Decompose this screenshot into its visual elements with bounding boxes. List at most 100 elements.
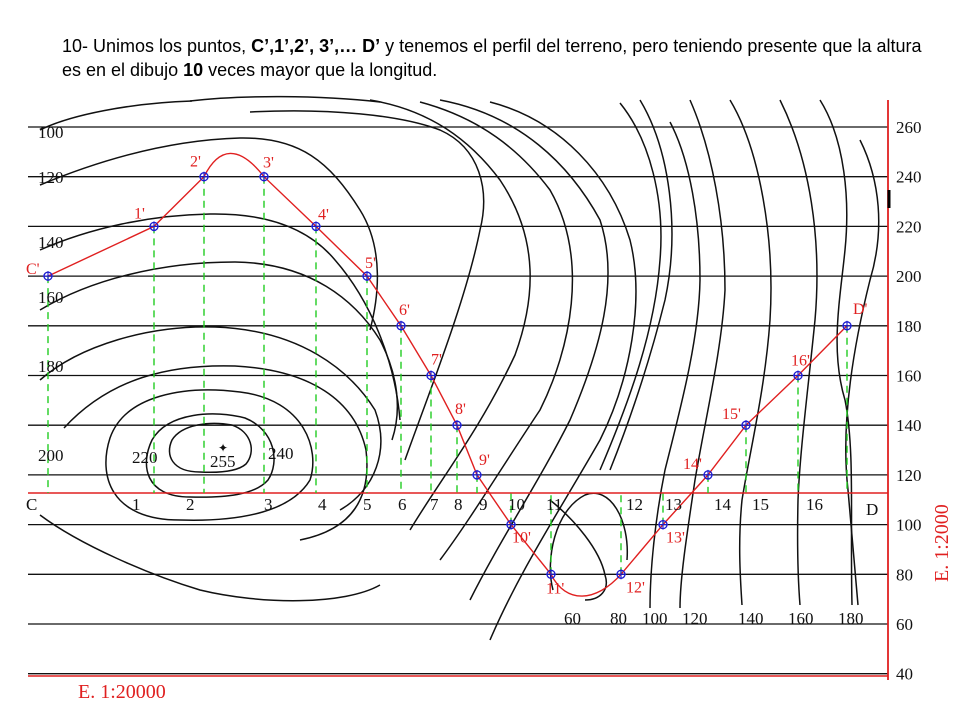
caption-factor: 10 — [183, 60, 204, 80]
baseline-label: 5 — [363, 495, 372, 514]
summit-label: 240 — [268, 444, 294, 463]
contour-line — [189, 95, 381, 103]
baseline-label: 10 — [508, 495, 525, 514]
axis-label: 180 — [896, 317, 922, 336]
profile-point-label: 12' — [626, 579, 645, 596]
contour-label: 160 — [38, 288, 64, 307]
contour-label: 160 — [788, 609, 814, 628]
summit-marker: ✦ — [218, 441, 228, 455]
contour-label: 140 — [738, 609, 764, 628]
caption-text: 10- Unimos los puntos, C’,1’,2’, 3’,… D’… — [62, 34, 942, 82]
profile-point-label: 7' — [431, 352, 442, 369]
profile-point-label: 10' — [512, 530, 531, 547]
axis-label: 60 — [896, 615, 913, 634]
caption-part-1: 10- Unimos los puntos, — [62, 36, 252, 56]
baseline-label: 8 — [454, 495, 463, 514]
baseline-label: 16 — [806, 495, 823, 514]
profile-point-label: 11' — [546, 580, 564, 597]
baseline-label: 6 — [398, 495, 407, 514]
contour-label: 180 — [38, 357, 64, 376]
contour-line — [105, 389, 314, 521]
baseline-label: 2 — [186, 495, 195, 514]
contour-line — [39, 213, 401, 421]
profile-point-label: 2' — [190, 154, 201, 171]
profile-point-label: 13' — [666, 530, 685, 547]
profile-gridlines — [28, 100, 891, 680]
profile-point-label: 4' — [318, 206, 329, 223]
profile-line — [47, 152, 848, 597]
contour-label: 120 — [38, 168, 64, 187]
contour-line — [369, 99, 531, 531]
contour-line — [39, 137, 379, 331]
axis-label: 80 — [896, 565, 913, 584]
vertical-scale-label: E. 1:2000 — [931, 504, 953, 582]
profile-point-label: 6' — [399, 302, 410, 319]
baseline-label: 7 — [430, 495, 439, 514]
contour-line — [679, 99, 726, 609]
profile-point-label: 8' — [455, 401, 466, 418]
contour-label: 100 — [38, 123, 64, 142]
baseline-label: 14 — [714, 495, 732, 514]
baseline-label: 1 — [132, 495, 141, 514]
contour-label: 80 — [610, 609, 627, 628]
contour-label: 120 — [682, 609, 708, 628]
contour-lines — [39, 95, 880, 641]
projection-lines — [47, 176, 848, 575]
axis-label: 140 — [896, 416, 922, 435]
contour-label: 100 — [642, 609, 668, 628]
contour-line — [489, 101, 637, 641]
profile-point-label: 5' — [365, 255, 376, 272]
contour-line — [779, 99, 818, 606]
contour-line — [845, 139, 880, 606]
baseline-label: 15 — [752, 495, 769, 514]
axis-label: 40 — [896, 665, 913, 684]
caption-part-3: veces mayor que la longitud. — [203, 60, 438, 80]
contour-line — [39, 326, 382, 511]
diagram-labels: 2602402202001801601401201008060401001201… — [26, 118, 953, 703]
contour-line — [63, 365, 368, 541]
caption-points: C’,1’,2’, 3’,… D’ — [251, 36, 381, 56]
contour-line — [599, 102, 662, 471]
contour-line — [439, 99, 609, 601]
contour-line — [39, 261, 399, 441]
baseline-label: 4 — [318, 495, 327, 514]
profile-point-label: 15' — [722, 406, 741, 423]
axis-label: 220 — [896, 217, 922, 236]
profile-point-label: C' — [26, 261, 40, 278]
contour-label: 180 — [838, 609, 864, 628]
axis-label: 260 — [896, 118, 922, 137]
contour-line — [145, 413, 275, 498]
axis-label: 160 — [896, 367, 922, 386]
horizontal-scale-label: E. 1:20000 — [78, 681, 166, 703]
caption-part-2: y tenemos el perfil del terreno, pero te… — [62, 36, 922, 80]
contour-label: 200 — [38, 446, 64, 465]
profile-point-label: 9' — [479, 452, 490, 469]
contour-line — [609, 99, 673, 471]
profile-point-label: 16' — [791, 353, 810, 370]
axis-label: 240 — [896, 168, 922, 187]
baseline-label: 13 — [665, 495, 682, 514]
axis-label: 200 — [896, 267, 922, 286]
contour-label: 140 — [38, 233, 64, 252]
profile-point-label: 1' — [134, 205, 145, 222]
axis-label: 120 — [896, 466, 922, 485]
baseline-label: C — [26, 495, 37, 514]
baseline-label: 9 — [479, 495, 488, 514]
profile-curve — [43, 152, 852, 597]
baseline-label: 11 — [546, 495, 562, 514]
summit-label: 220 — [132, 448, 158, 467]
contour-line — [39, 100, 193, 131]
axis-label: 100 — [896, 516, 922, 535]
contour-line — [649, 121, 701, 609]
baseline-label: 12 — [626, 495, 643, 514]
contour-line — [729, 99, 772, 606]
baseline-label: 3 — [264, 495, 273, 514]
baseline-label: D — [866, 500, 878, 519]
profile-point-label: 3' — [263, 155, 274, 172]
contour-line — [249, 110, 485, 461]
contour-line — [419, 101, 574, 561]
summit-label: 255 — [210, 452, 236, 471]
contour-label: 60 — [564, 609, 581, 628]
profile-point-label: D' — [853, 301, 868, 318]
